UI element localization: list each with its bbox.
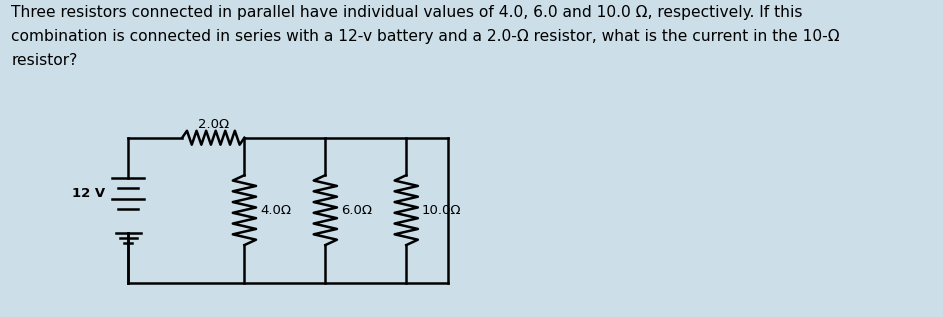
Text: 6.0Ω: 6.0Ω: [341, 204, 372, 217]
Text: 10.0Ω: 10.0Ω: [422, 204, 461, 217]
Text: 12 V: 12 V: [73, 187, 106, 200]
Text: Three resistors connected in parallel have individual values of 4.0, 6.0 and 10.: Three resistors connected in parallel ha…: [11, 5, 840, 68]
Text: 4.0Ω: 4.0Ω: [260, 204, 291, 217]
Text: 2.0Ω: 2.0Ω: [198, 118, 229, 131]
